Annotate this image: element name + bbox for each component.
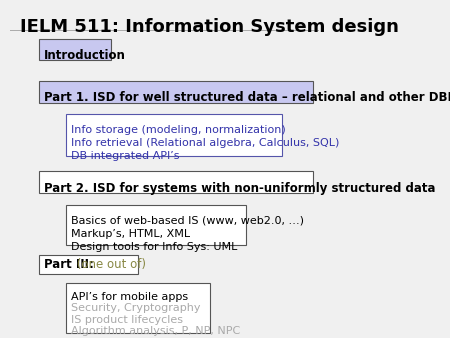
Text: IS product lifecycles: IS product lifecycles bbox=[71, 315, 183, 324]
FancyBboxPatch shape bbox=[66, 283, 210, 333]
Text: Part 1. ISD for well structured data – relational and other DBMS: Part 1. ISD for well structured data – r… bbox=[44, 91, 450, 104]
Text: Introduction: Introduction bbox=[44, 49, 126, 63]
Text: (one out of): (one out of) bbox=[73, 258, 146, 271]
Text: Algorithm analysis, P, NP, NPC: Algorithm analysis, P, NP, NPC bbox=[71, 325, 240, 336]
FancyBboxPatch shape bbox=[39, 256, 138, 274]
Text: API’s for mobile apps: API’s for mobile apps bbox=[71, 292, 188, 303]
FancyBboxPatch shape bbox=[66, 114, 282, 156]
FancyBboxPatch shape bbox=[39, 81, 313, 102]
Text: Part 2. ISD for systems with non-uniformly structured data: Part 2. ISD for systems with non-uniform… bbox=[44, 182, 436, 195]
Text: Info storage (modeling, normalization)
Info retrieval (Relational algebra, Calcu: Info storage (modeling, normalization) I… bbox=[71, 125, 339, 162]
FancyBboxPatch shape bbox=[39, 171, 313, 193]
Text: IELM 511: Information System design: IELM 511: Information System design bbox=[20, 19, 399, 37]
Text: Security, Cryptography: Security, Cryptography bbox=[71, 304, 200, 313]
FancyBboxPatch shape bbox=[66, 205, 246, 245]
Text: Basics of web-based IS (www, web2.0, …)
Markup’s, HTML, XML
Design tools for Inf: Basics of web-based IS (www, web2.0, …) … bbox=[71, 216, 303, 252]
Text: Part III:: Part III: bbox=[44, 258, 94, 271]
FancyBboxPatch shape bbox=[39, 39, 112, 61]
